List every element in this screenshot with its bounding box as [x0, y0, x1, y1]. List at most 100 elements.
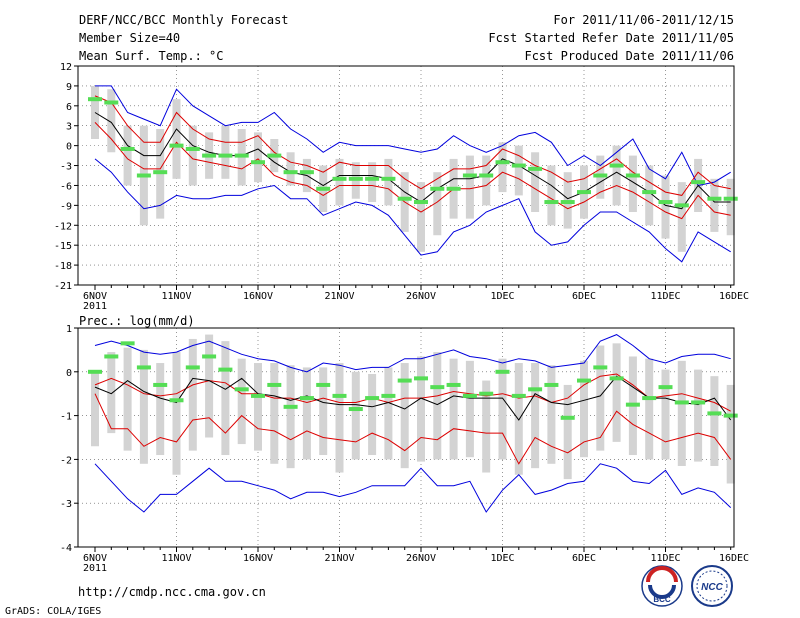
x-tick-label: 11NOV [161, 291, 191, 302]
observed-marker [153, 170, 168, 175]
observed-marker [299, 396, 314, 401]
fcst-produced-date: Fcst Produced Date 2011/11/06 [524, 49, 734, 63]
x-tick-label: 16DEC [719, 553, 749, 564]
ensemble-box [661, 369, 670, 460]
ensemble-box [107, 352, 116, 434]
y-tick-label: -3 [60, 499, 72, 510]
x-tick-label: 11DEC [650, 291, 680, 302]
series-line-min [94, 463, 732, 513]
observed-marker [316, 382, 331, 387]
x-year-label: 2011 [83, 563, 107, 574]
observed-marker [104, 354, 119, 359]
ensemble-box [645, 358, 654, 460]
footer: http://cmdp.ncc.cma.gov.cn GrADS: COLA/I… [5, 585, 266, 617]
y-tick-label: -18 [54, 261, 72, 272]
ensemble-box [449, 358, 458, 460]
observed-marker [185, 146, 200, 151]
x-tick-label: 6DEC [572, 553, 596, 564]
ensemble-box [417, 356, 425, 462]
observed-marker [348, 176, 363, 181]
x-tick-label: 11NOV [161, 553, 191, 564]
observed-marker [169, 143, 184, 148]
observed-marker [251, 160, 265, 165]
x-tick-label: 16NOV [243, 553, 273, 564]
precip-panel-title: Prec.: log(mm/d) [79, 314, 195, 328]
observed-marker [365, 176, 380, 181]
ensemble-boxes [91, 85, 735, 252]
ensemble-box [351, 371, 360, 460]
y-tick-label: -6 [60, 181, 72, 192]
bcc-logo: BCC [641, 565, 683, 607]
ensemble-box [237, 358, 246, 445]
ensemble-box [498, 142, 507, 193]
plot-frame [77, 327, 735, 548]
observed-marker [642, 396, 657, 401]
y-tick-label: -12 [54, 221, 72, 232]
observed-marker [528, 387, 543, 392]
observed-marker [136, 365, 151, 370]
y-tick-label: -2 [60, 455, 72, 466]
ensemble-box [433, 352, 442, 460]
observed-markers [88, 97, 738, 208]
ensemble-box [172, 99, 181, 179]
observed-marker [495, 369, 510, 374]
observed-marker [674, 203, 689, 208]
ensemble-box [547, 165, 556, 226]
observed-marker [414, 376, 428, 381]
ensemble-box [710, 376, 719, 466]
observed-marker [381, 176, 396, 181]
ensemble-box [335, 363, 344, 473]
observed-marker [397, 196, 412, 201]
ensemble-box [368, 373, 377, 456]
x-axis: 6NOV 11NOV 16NOV 21NOV 26NOV 1DEC 6DEC 11DEC 16D… [83, 285, 749, 312]
x-tick-label: 1DEC [490, 553, 514, 564]
ensemble-box [580, 360, 588, 458]
observed-marker [202, 354, 217, 359]
ensemble-box [188, 338, 197, 451]
observed-marker [560, 200, 575, 205]
y-axis: 1 0 -1 -2 -3 -4 [60, 324, 78, 554]
observed-marker [707, 411, 722, 416]
forecast-period: For 2011/11/06-2011/12/15 [553, 13, 734, 27]
observed-marker [691, 400, 706, 405]
series-line-min [94, 158, 731, 263]
ensemble-box [498, 358, 507, 460]
observed-marker [120, 146, 135, 151]
observed-marker [348, 407, 363, 412]
ensemble-box [123, 347, 132, 451]
ensemble-box [465, 155, 474, 219]
observed-marker [723, 413, 738, 418]
y-tick-label: -1 [60, 412, 72, 423]
observed-marker [511, 393, 526, 398]
observed-marker [104, 100, 119, 105]
observed-marker [560, 415, 575, 420]
member-size-label: Member Size=40 [79, 31, 180, 45]
observed-marker [658, 200, 673, 205]
ensemble-box [694, 369, 703, 462]
ensemble-box [482, 155, 491, 206]
ensemble-box [645, 165, 654, 226]
ensemble-box [172, 352, 181, 475]
x-tick-label: 11DEC [650, 553, 680, 564]
observed-marker [593, 173, 608, 178]
ensemble-box [156, 363, 165, 456]
ensemble-box [514, 145, 523, 196]
observed-marker [234, 153, 249, 158]
series-line-mean [94, 375, 732, 421]
ensemble-box [514, 363, 523, 475]
ensemble-box [465, 360, 474, 458]
x-tick-label: 1DEC [490, 291, 514, 302]
ensemble-box [286, 152, 295, 186]
observed-marker [528, 166, 543, 171]
ensemble-box [531, 363, 540, 469]
observed-marker [332, 176, 347, 181]
x-tick-label: 6NOV [83, 553, 107, 564]
series-line-p_low [94, 393, 732, 465]
ensemble-box [107, 89, 116, 153]
observed-marker [625, 402, 640, 407]
ensemble-box [482, 380, 491, 473]
observed-marker [283, 404, 298, 409]
observed-marker [544, 382, 559, 387]
observed-marker [251, 393, 265, 398]
x-year-label: 2011 [83, 301, 107, 312]
